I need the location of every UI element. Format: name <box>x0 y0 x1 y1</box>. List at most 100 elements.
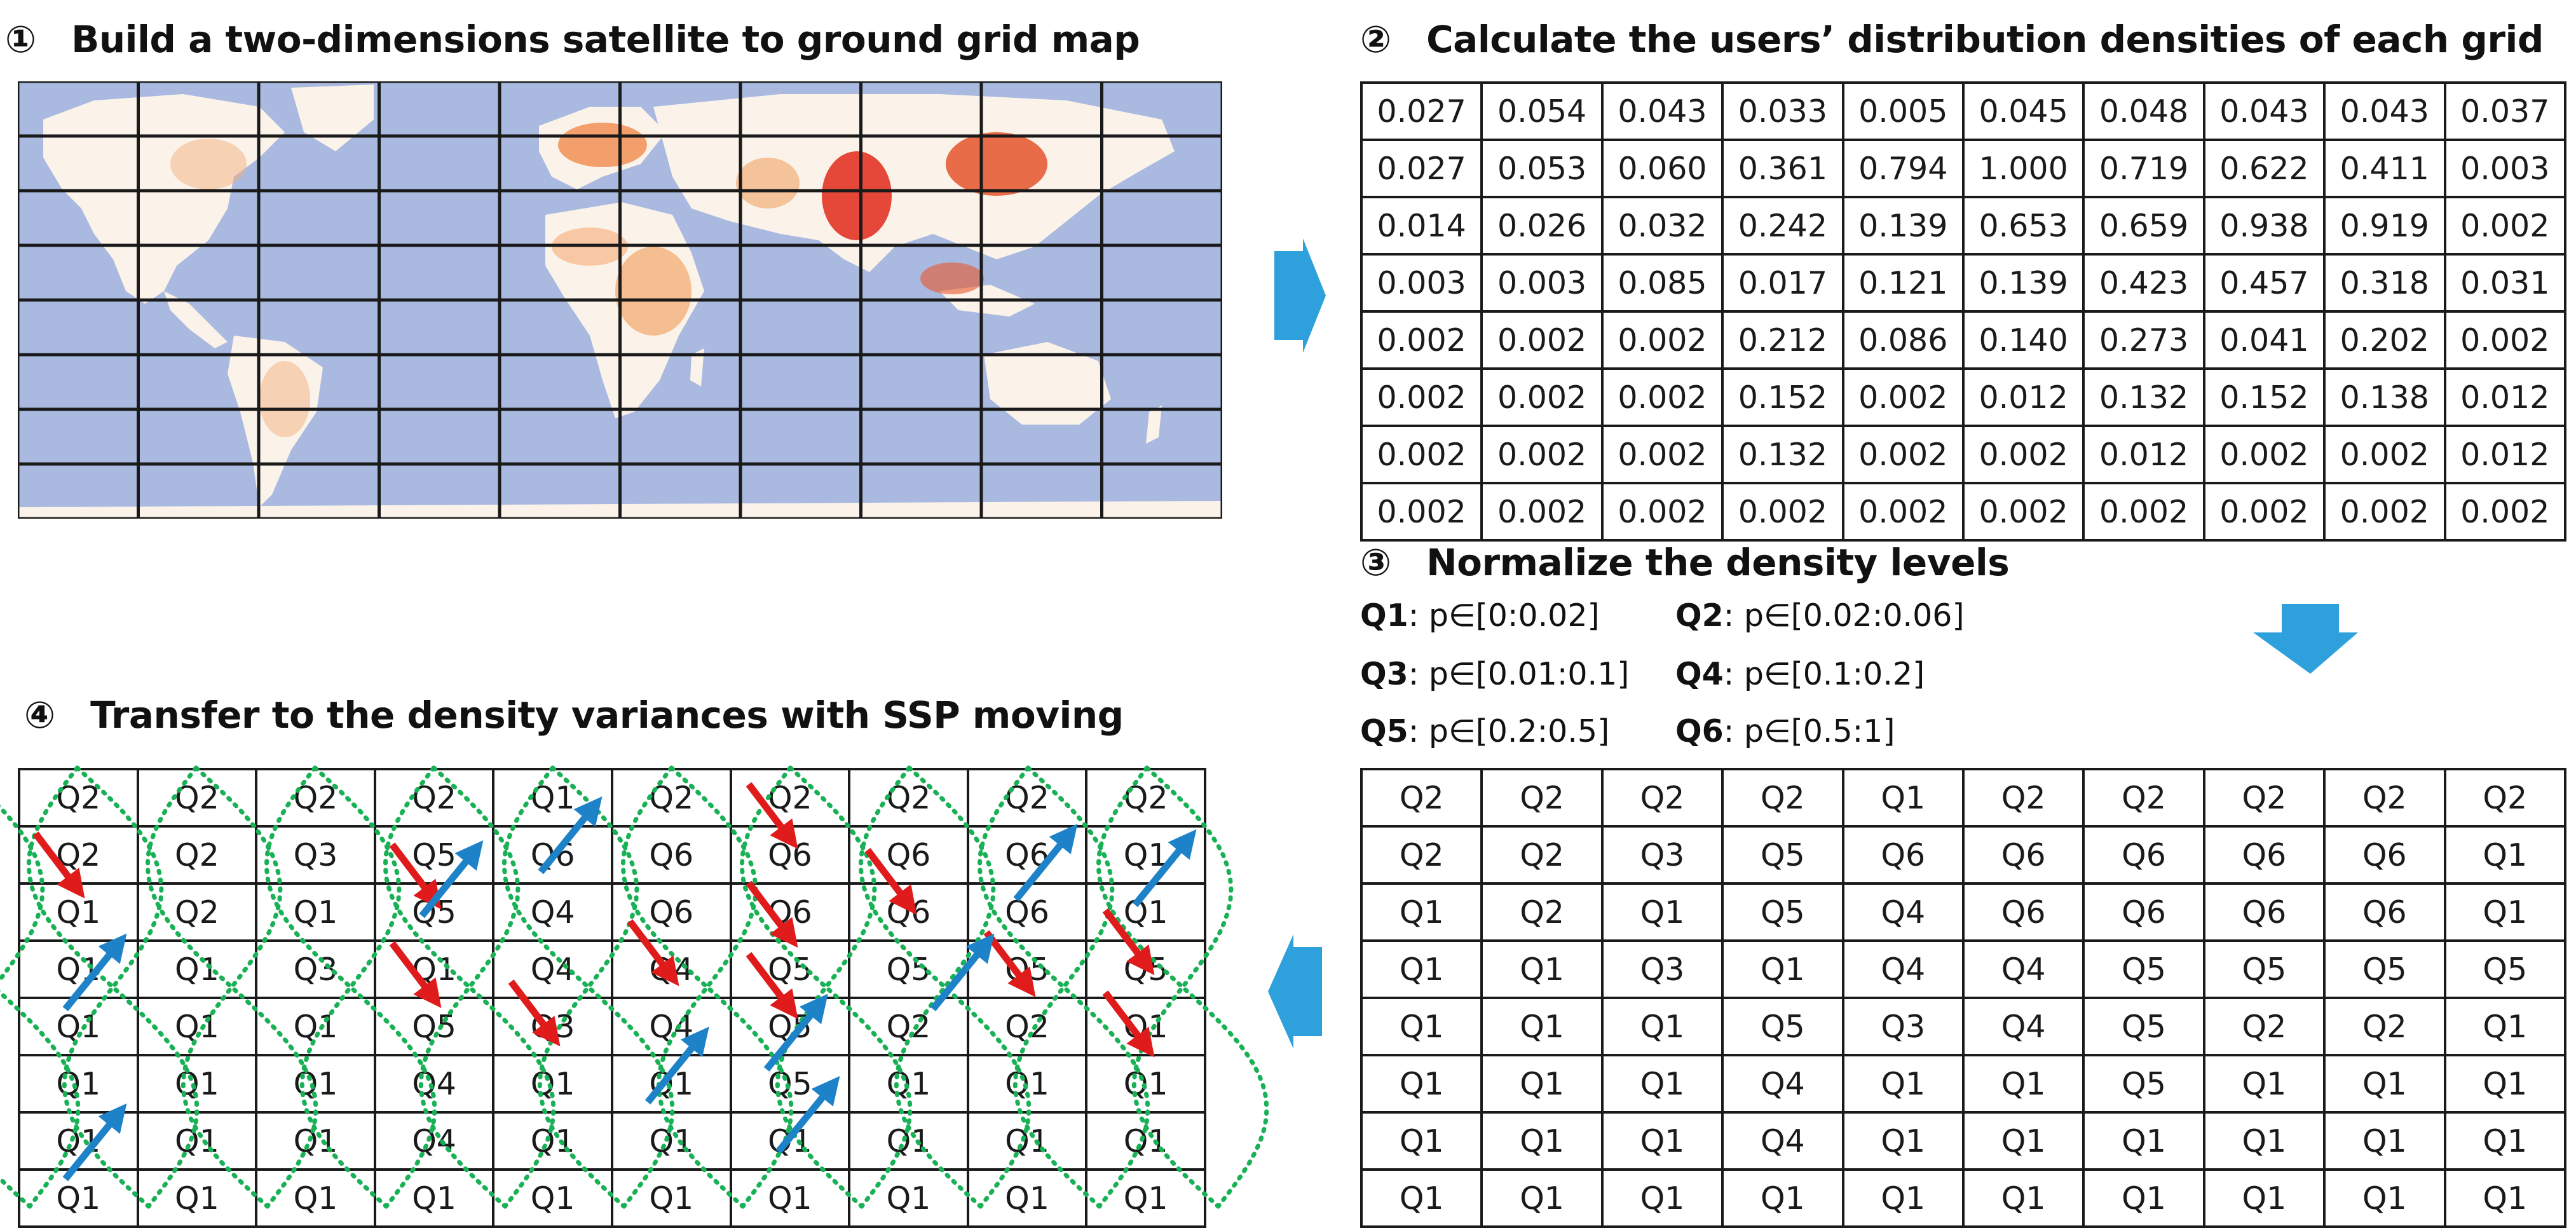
map-grid-lines <box>18 81 1222 519</box>
density-cell: 0.032 <box>1600 196 1724 256</box>
transfer-cell: Q5 <box>966 939 1088 999</box>
transfer-cell: Q1 <box>18 1054 139 1114</box>
density-cell: 0.002 <box>1721 482 1844 542</box>
transfer-cell: Q1 <box>492 1168 613 1228</box>
level-cell: Q1 <box>1360 1168 1483 1228</box>
level-cell: Q1 <box>2443 1168 2567 1228</box>
legend-q3: Q3: p∈[0.01:0.1] <box>1360 656 1630 692</box>
density-cell: 0.659 <box>2082 196 2205 256</box>
transfer-cell: Q2 <box>18 768 139 828</box>
density-cell: 0.012 <box>2443 425 2567 484</box>
density-cell: 0.152 <box>2202 367 2326 427</box>
density-cell: 0.132 <box>1721 425 1844 484</box>
density-cell: 0.002 <box>1841 425 1965 484</box>
transfer-cell: Q5 <box>729 1054 851 1114</box>
transfer-cell: Q2 <box>136 825 258 885</box>
density-cell: 0.027 <box>1360 139 1483 198</box>
transfer-cell: Q1 <box>18 882 139 942</box>
level-cell: Q2 <box>2202 768 2326 828</box>
density-row: 0.002 0.002 0.002 0.212 0.086 0.140 0.273 0.041… <box>1360 310 2567 370</box>
legend-q6: Q6: p∈[0.5:1] <box>1675 713 1895 749</box>
density-cell: 0.622 <box>2202 139 2326 198</box>
transfer-cell: Q2 <box>966 768 1088 828</box>
level-cell: Q2 <box>2323 997 2446 1056</box>
density-cell: 0.053 <box>1480 139 1604 198</box>
panel3-heading: Normalize the density levels <box>1426 541 2010 584</box>
density-cell: 0.138 <box>2323 367 2446 427</box>
density-cell: 0.411 <box>2323 139 2446 198</box>
density-cell: 0.139 <box>1841 196 1965 256</box>
transfer-cell: Q1 <box>610 1168 732 1228</box>
level-cell: Q5 <box>2082 1054 2205 1114</box>
level-cell: Q4 <box>1961 939 2085 999</box>
transfer-cell: Q1 <box>1085 1168 1206 1228</box>
level-cell: Q6 <box>1961 825 2085 885</box>
density-cell: 0.002 <box>1600 482 1724 542</box>
panel4-heading: Transfer to the density variances with S… <box>90 693 1124 737</box>
level-cell: Q1 <box>1961 1111 2085 1171</box>
panel4-title: ④ Transfer to the density variances with… <box>24 690 1124 740</box>
step-number-4: ④ <box>24 693 56 737</box>
density-cell: 0.031 <box>2443 253 2567 313</box>
transfer-cell: Q6 <box>610 882 732 942</box>
density-cell: 0.002 <box>2082 482 2205 542</box>
transfer-cell: Q2 <box>848 997 969 1056</box>
density-cell: 0.002 <box>1480 425 1604 484</box>
level-cell: Q1 <box>1360 1054 1483 1114</box>
level-cell: Q3 <box>1841 997 1965 1056</box>
density-cell: 0.012 <box>2443 367 2567 427</box>
level-row: Q2 Q2 Q2 Q2 Q1 Q2 Q2 Q2 Q2 Q2 <box>1360 768 2567 828</box>
level-cell: Q5 <box>2082 997 2205 1056</box>
level-cell: Q1 <box>1600 1168 1724 1228</box>
transfer-cell: Q6 <box>966 882 1088 942</box>
transfer-cell: Q5 <box>373 997 495 1056</box>
transfer-cell: Q4 <box>492 939 613 999</box>
transfer-cell: Q1 <box>1085 882 1206 942</box>
level-cell: Q6 <box>2202 882 2326 942</box>
level-cell: Q1 <box>1480 1111 1604 1171</box>
panel2-heading: Calculate the users’ distribution densit… <box>1426 18 2544 61</box>
density-cell: 0.139 <box>1961 253 2085 313</box>
density-cell: 0.202 <box>2323 310 2446 370</box>
transfer-cell: Q5 <box>729 997 851 1056</box>
transfer-cell: Q1 <box>255 1054 376 1114</box>
level-cell: Q1 <box>1600 997 1724 1056</box>
transfer-cell: Q1 <box>18 997 139 1056</box>
transfer-cell: Q2 <box>729 768 851 828</box>
transfer-cell: Q6 <box>966 825 1088 885</box>
density-cell: 0.005 <box>1841 81 1965 141</box>
transfer-cell: Q1 <box>966 1054 1088 1114</box>
density-row: 0.002 0.002 0.002 0.002 0.002 0.002 0.002 0.002… <box>1360 482 2567 542</box>
transfer-row: Q1 Q1 Q1 Q5 Q3 Q4 Q5 Q2 Q2 Q1 <box>18 997 1206 1056</box>
transfer-cell: Q1 <box>136 997 258 1056</box>
level-cell: Q1 <box>2443 882 2567 942</box>
level-row: Q2 Q2 Q3 Q5 Q6 Q6 Q6 Q6 Q6 Q1 <box>1360 825 2567 885</box>
transfer-cell: Q2 <box>1085 768 1206 828</box>
level-cell: Q6 <box>2082 825 2205 885</box>
density-cell: 0.938 <box>2202 196 2326 256</box>
level-cell: Q5 <box>2082 939 2205 999</box>
transfer-row: Q1 Q1 Q1 Q1 Q1 Q1 Q1 Q1 Q1 Q1 <box>18 1168 1206 1228</box>
level-cell: Q1 <box>1841 1054 1965 1114</box>
transfer-cell: Q1 <box>373 939 495 999</box>
transfer-cell: Q1 <box>136 1111 258 1171</box>
transfer-cell: Q1 <box>255 1168 376 1228</box>
arrow-right-icon <box>1274 238 1326 353</box>
density-cell: 0.242 <box>1721 196 1844 256</box>
density-cell: 0.002 <box>1480 482 1604 542</box>
transfer-row: Q1 Q2 Q1 Q5 Q4 Q6 Q6 Q6 Q6 Q1 <box>18 882 1206 942</box>
level-cell: Q2 <box>2202 997 2326 1056</box>
density-cell: 0.043 <box>2323 81 2446 141</box>
density-cell: 0.002 <box>1961 425 2085 484</box>
level-cell: Q2 <box>1480 882 1604 942</box>
level-cell: Q5 <box>2443 939 2567 999</box>
density-cell: 0.086 <box>1841 310 1965 370</box>
transfer-cell: Q6 <box>492 825 613 885</box>
level-cell: Q1 <box>2082 1111 2205 1171</box>
density-cell: 0.794 <box>1841 139 1965 198</box>
panel1-title: ① Build a two-dimensions satellite to gr… <box>5 14 1140 65</box>
transfer-row: Q1 Q1 Q1 Q4 Q1 Q1 Q1 Q1 Q1 Q1 <box>18 1111 1206 1171</box>
density-cell: 0.043 <box>2202 81 2326 141</box>
transfer-cell: Q1 <box>848 1168 969 1228</box>
transfer-cell: Q1 <box>492 1111 613 1171</box>
